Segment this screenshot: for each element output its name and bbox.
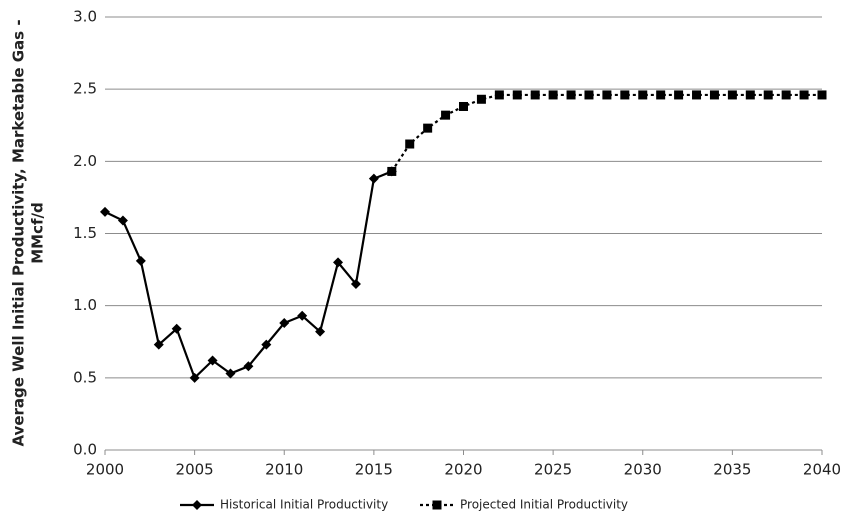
data-point — [692, 90, 702, 100]
x-tick-label: 2030 — [624, 461, 662, 479]
data-point — [799, 90, 809, 100]
data-point — [727, 90, 737, 100]
x-tick-label: 2020 — [444, 461, 482, 479]
data-point — [171, 323, 182, 334]
y-axis-label: MMcf/d — [29, 202, 47, 264]
data-point — [763, 90, 773, 100]
data-point — [100, 206, 110, 217]
data-point — [459, 101, 468, 111]
data-point — [243, 361, 254, 372]
data-point — [368, 173, 379, 184]
x-tick-label: 2035 — [713, 461, 751, 479]
legend-label: Projected Initial Productivity — [460, 498, 628, 512]
data-point — [207, 355, 218, 366]
data-point — [620, 90, 630, 100]
data-point — [189, 372, 200, 383]
y-tick-label: 0.0 — [73, 441, 97, 459]
data-point — [387, 166, 397, 176]
data-point — [584, 90, 594, 100]
data-point — [566, 90, 576, 100]
legend-label: Historical Initial Productivity — [220, 498, 388, 512]
data-point — [745, 90, 755, 100]
data-point — [261, 339, 272, 350]
data-point — [350, 279, 361, 290]
y-tick-label: 1.0 — [73, 296, 97, 314]
x-tick-label: 2025 — [534, 461, 572, 479]
data-point — [530, 90, 540, 100]
data-point — [548, 90, 558, 100]
data-point — [476, 94, 486, 104]
data-point — [709, 90, 719, 100]
y-tick-label: 0.5 — [73, 368, 97, 386]
data-point — [494, 90, 504, 100]
y-tick-label: 3.0 — [73, 8, 97, 26]
data-point — [441, 110, 451, 120]
data-point — [333, 257, 344, 268]
data-point — [781, 90, 791, 100]
data-point — [315, 326, 326, 337]
legend-marker — [192, 500, 202, 510]
y-tick-label: 1.5 — [73, 224, 97, 242]
series-line — [104, 170, 393, 380]
x-tick-label: 2015 — [355, 461, 393, 479]
data-point — [117, 215, 128, 226]
data-point — [656, 90, 666, 100]
x-tick-label: 2000 — [86, 461, 124, 479]
data-point — [423, 123, 433, 133]
data-point — [279, 317, 290, 328]
data-point — [638, 90, 648, 100]
data-point — [512, 90, 522, 100]
data-point — [297, 310, 308, 321]
data-point — [225, 368, 236, 379]
data-point — [674, 90, 684, 100]
x-tick-label: 2040 — [803, 461, 841, 479]
data-point — [405, 139, 415, 149]
data-point — [817, 90, 827, 100]
x-tick-label: 2010 — [265, 461, 303, 479]
legend-marker — [432, 500, 442, 510]
y-axis-label: Average Well Initial Productivity, Marke… — [10, 19, 28, 446]
x-tick-label: 2005 — [176, 461, 214, 479]
series-line — [390, 93, 822, 173]
y-tick-label: 2.0 — [73, 152, 97, 170]
data-point — [602, 90, 612, 100]
data-point — [135, 255, 146, 266]
y-tick-label: 2.5 — [73, 80, 97, 98]
data-point — [153, 339, 164, 350]
